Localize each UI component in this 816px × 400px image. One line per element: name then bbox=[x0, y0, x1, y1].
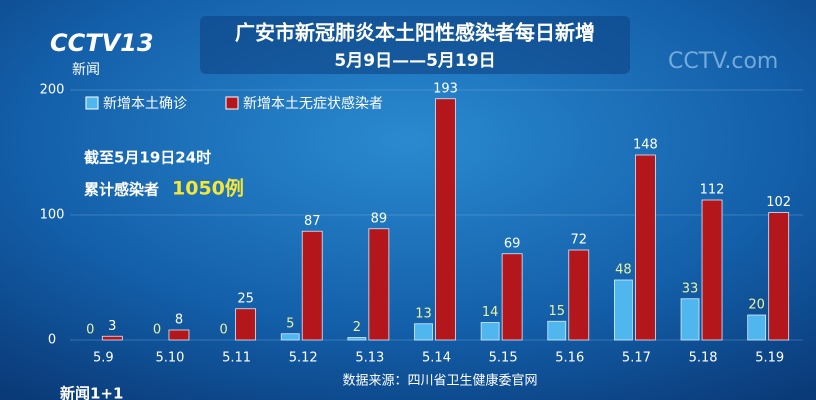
legend-label: 新增本土无症状感染者 bbox=[243, 95, 383, 112]
value-label: 148 bbox=[633, 138, 658, 153]
annotation: 累计感染者 bbox=[84, 181, 159, 199]
value-label: 48 bbox=[615, 263, 632, 278]
program-logo: 新闻1+1 bbox=[60, 385, 123, 400]
bar bbox=[168, 329, 190, 341]
x-tick-label: 5.19 bbox=[755, 351, 784, 366]
chart-subtitle: 5月9日——5月19日 bbox=[334, 51, 495, 71]
x-tick-label: 5.10 bbox=[155, 351, 184, 366]
x-tick-label: 5.17 bbox=[622, 351, 651, 366]
x-tick-label: 5.15 bbox=[489, 351, 518, 366]
bar bbox=[480, 322, 500, 341]
bar bbox=[101, 335, 123, 341]
value-label: 193 bbox=[433, 81, 458, 96]
bar bbox=[235, 308, 256, 341]
bar bbox=[635, 154, 656, 341]
bar bbox=[280, 333, 300, 341]
bar bbox=[701, 199, 723, 341]
bar bbox=[501, 253, 523, 341]
y-tick-label: 200 bbox=[40, 83, 65, 98]
logo: CCTV13 bbox=[50, 29, 154, 57]
title-box bbox=[200, 16, 630, 74]
value-label: 2 bbox=[353, 320, 361, 335]
value-label: 0 bbox=[219, 323, 227, 338]
bar bbox=[368, 228, 390, 341]
value-label: 15 bbox=[548, 304, 565, 319]
bar bbox=[747, 314, 767, 341]
value-label: 0 bbox=[153, 323, 161, 338]
value-label: 20 bbox=[748, 298, 765, 313]
value-label: 89 bbox=[371, 211, 388, 226]
value-label: 5 bbox=[286, 316, 294, 331]
value-label: 33 bbox=[682, 281, 699, 296]
bar bbox=[547, 320, 567, 341]
legend-swatch bbox=[225, 96, 239, 110]
value-label: 14 bbox=[482, 305, 499, 320]
bar bbox=[614, 279, 633, 341]
legend-label: 新增本土确诊 bbox=[103, 96, 187, 112]
bar bbox=[680, 298, 700, 341]
value-label: 69 bbox=[504, 236, 521, 251]
source: 数据来源：四川省卫生健康委官网 bbox=[342, 373, 537, 389]
legend-swatch bbox=[85, 96, 99, 110]
chart-title: 广安市新冠肺炎本土阳性感染者每日新增 bbox=[235, 21, 595, 45]
x-tick-label: 5.16 bbox=[555, 351, 584, 366]
bar bbox=[768, 212, 790, 341]
value-label: 8 bbox=[175, 313, 183, 328]
value-label: 102 bbox=[766, 195, 791, 210]
logo-sub: 新闻 bbox=[72, 62, 100, 78]
value-label: 87 bbox=[304, 214, 321, 229]
watermark: CCTV.com bbox=[668, 49, 778, 74]
x-tick-label: 5.14 bbox=[422, 351, 451, 366]
bar bbox=[568, 249, 590, 341]
bar bbox=[414, 323, 433, 341]
bar bbox=[301, 230, 323, 341]
value-label: 72 bbox=[570, 233, 587, 248]
annotation: 截至5月19日24时 bbox=[84, 149, 211, 167]
bar bbox=[347, 337, 367, 341]
x-tick-label: 5.11 bbox=[222, 351, 251, 366]
value-label: 13 bbox=[415, 306, 432, 321]
x-tick-label: 5.12 bbox=[289, 351, 318, 366]
annotation-value: 1050例 bbox=[172, 177, 244, 200]
x-tick-label: 5.13 bbox=[355, 351, 384, 366]
value-label: 0 bbox=[86, 323, 94, 338]
y-tick-label: 0 bbox=[48, 333, 56, 348]
value-label: 112 bbox=[700, 183, 725, 198]
value-label: 3 bbox=[108, 319, 116, 334]
y-tick-label: 100 bbox=[40, 208, 65, 223]
bar bbox=[435, 98, 456, 341]
value-label: 25 bbox=[237, 291, 254, 306]
x-tick-label: 5.9 bbox=[93, 351, 114, 366]
x-tick-label: 5.18 bbox=[689, 351, 718, 366]
